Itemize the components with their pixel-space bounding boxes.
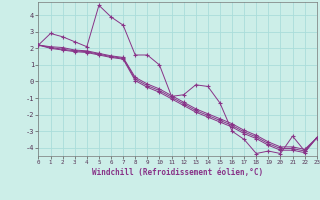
- X-axis label: Windchill (Refroidissement éolien,°C): Windchill (Refroidissement éolien,°C): [92, 168, 263, 177]
